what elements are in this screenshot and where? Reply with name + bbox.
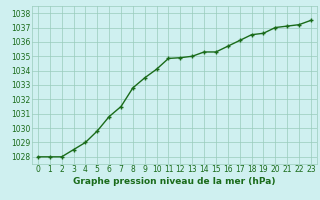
X-axis label: Graphe pression niveau de la mer (hPa): Graphe pression niveau de la mer (hPa) — [73, 177, 276, 186]
